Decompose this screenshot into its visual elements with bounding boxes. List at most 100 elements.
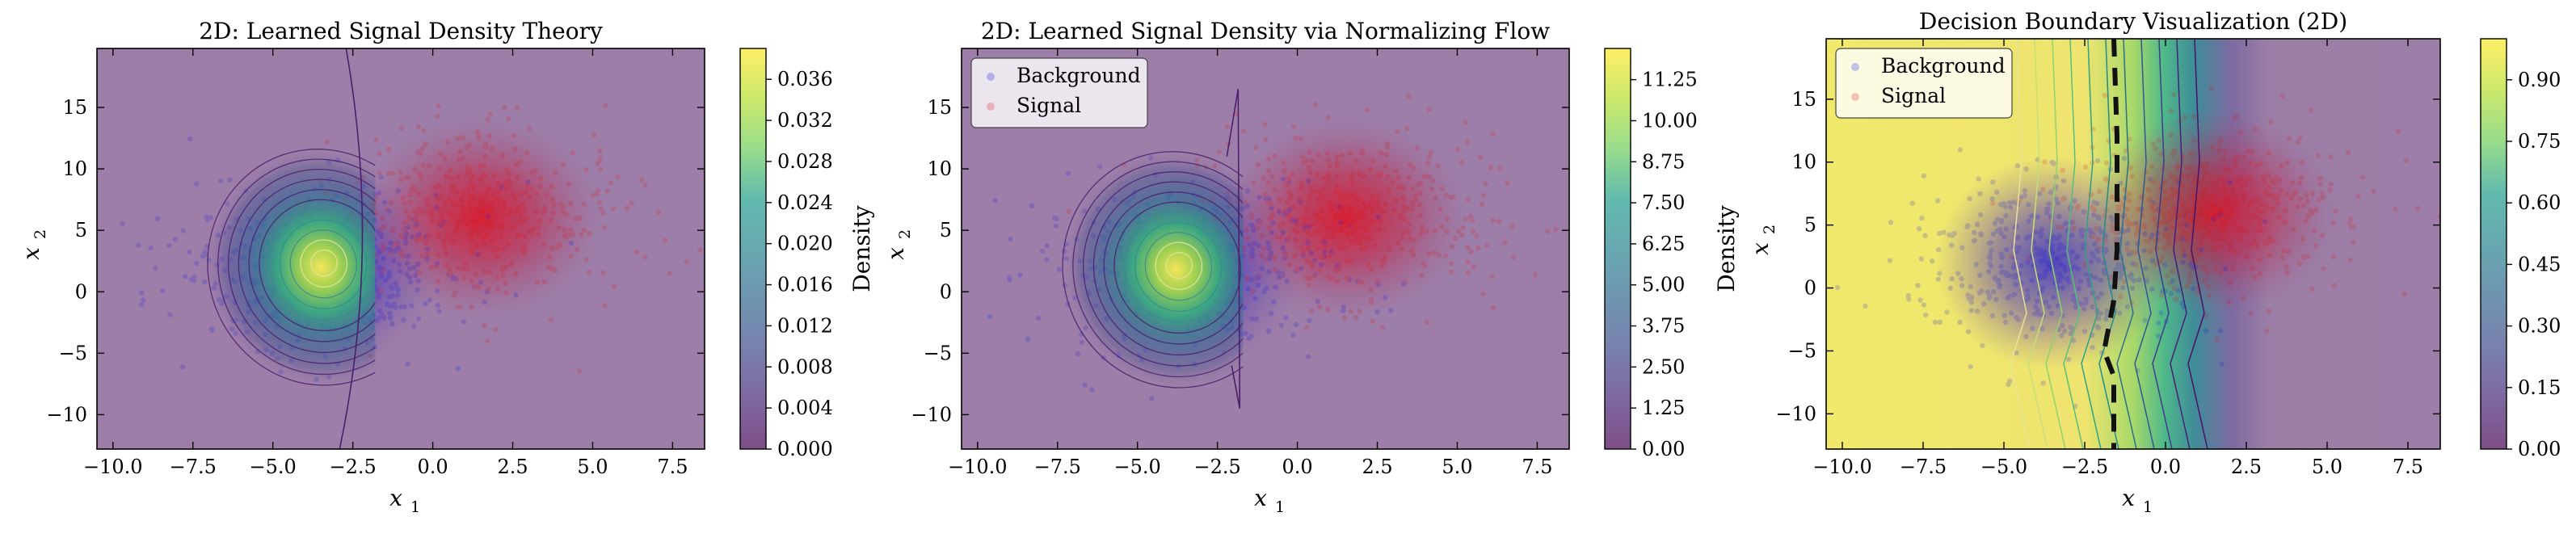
signal-point (1399, 246, 1405, 252)
signal-point (1353, 315, 1359, 321)
background-point (1256, 273, 1262, 279)
background-point (1056, 267, 1063, 272)
signal-point (2345, 149, 2351, 156)
background-point (2056, 278, 2062, 284)
signal-point (2235, 178, 2241, 185)
background-point (1955, 271, 1961, 276)
signal-point (549, 183, 554, 189)
legend-marker (1851, 63, 1859, 71)
signal-point (2252, 213, 2258, 220)
signal-point (414, 210, 419, 216)
signal-point (459, 197, 465, 203)
signal-point (419, 174, 424, 181)
signal-point (2473, 157, 2477, 162)
signal-point (2222, 219, 2228, 225)
signal-point (2199, 235, 2206, 241)
background-point (1271, 299, 1277, 304)
background-point (2066, 279, 2072, 285)
background-point (2010, 274, 2017, 279)
background-point (1947, 232, 1952, 237)
background-point (389, 292, 396, 299)
signal-point (1269, 174, 1275, 179)
signal-point (1281, 160, 1286, 166)
background-point (1266, 246, 1272, 251)
background-point (2102, 246, 2108, 252)
signal-point (548, 317, 554, 322)
signal-point (2228, 246, 2233, 252)
signal-point (476, 135, 482, 141)
signal-point (1329, 275, 1335, 282)
signal-point (1368, 300, 1374, 305)
signal-point (2161, 232, 2167, 237)
background-point (2069, 233, 2075, 238)
signal-point (1385, 174, 1391, 179)
signal-point (2196, 252, 2202, 258)
signal-point (1398, 212, 1404, 219)
signal-point (600, 270, 606, 275)
signal-point (527, 126, 532, 132)
signal-point (1307, 195, 1312, 202)
signal-point (2258, 161, 2264, 166)
signal-point (2303, 192, 2309, 198)
signal-point (2261, 174, 2267, 180)
background-point (2039, 226, 2045, 232)
signal-point (1361, 200, 1366, 207)
background-point (398, 268, 403, 275)
signal-point (2211, 246, 2217, 252)
signal-point (1401, 204, 1408, 209)
signal-point (1345, 195, 1352, 201)
background-point (1247, 242, 1252, 247)
signal-point (2042, 159, 2048, 165)
signal-point (1304, 258, 1310, 263)
scatter-points (1834, 86, 2477, 410)
signal-point (2247, 176, 2253, 182)
background-point (2089, 233, 2094, 239)
signal-point (2220, 229, 2225, 234)
signal-point (549, 246, 555, 251)
background-point (152, 265, 158, 271)
background-point (183, 274, 188, 279)
signal-point (2212, 237, 2218, 243)
signal-point (2395, 128, 2401, 134)
background-point (402, 235, 408, 241)
background-point (1976, 290, 1983, 296)
signal-point (1287, 217, 1293, 223)
background-point (2007, 378, 2013, 384)
signal-point (1347, 205, 1353, 211)
signal-point (2040, 187, 2046, 192)
signal-point (2146, 196, 2152, 202)
background-point (377, 231, 383, 237)
signal-point (2238, 183, 2244, 188)
signal-point (2316, 175, 2322, 181)
background-point (2102, 246, 2108, 253)
signal-point (2164, 198, 2170, 204)
y-tick-label: 15 (1791, 88, 1816, 111)
signal-point (722, 177, 726, 182)
signal-point (1426, 251, 1432, 257)
signal-point (514, 174, 520, 180)
signal-point (568, 254, 574, 259)
signal-point (386, 147, 392, 153)
signal-point (2201, 193, 2207, 200)
signal-point (2176, 162, 2182, 168)
signal-point (436, 219, 442, 225)
signal-point (402, 220, 407, 225)
background-point (1981, 301, 1987, 307)
background-point (1276, 209, 1282, 215)
background-point (1905, 292, 1911, 299)
background-point (1992, 275, 1997, 281)
signal-point (381, 247, 386, 253)
signal-point (595, 188, 601, 194)
decision-contour (2027, 39, 2048, 449)
signal-point (1301, 249, 1307, 254)
signal-point (1366, 228, 1371, 233)
signal-point (1334, 184, 1340, 191)
background-point (1918, 256, 1924, 262)
signal-point (564, 234, 570, 240)
signal-point (2250, 215, 2256, 220)
background-point (2023, 166, 2029, 172)
signal-point (1291, 254, 1298, 259)
signal-point (1422, 262, 1428, 268)
signal-point (457, 304, 463, 310)
signal-point (2203, 162, 2209, 167)
